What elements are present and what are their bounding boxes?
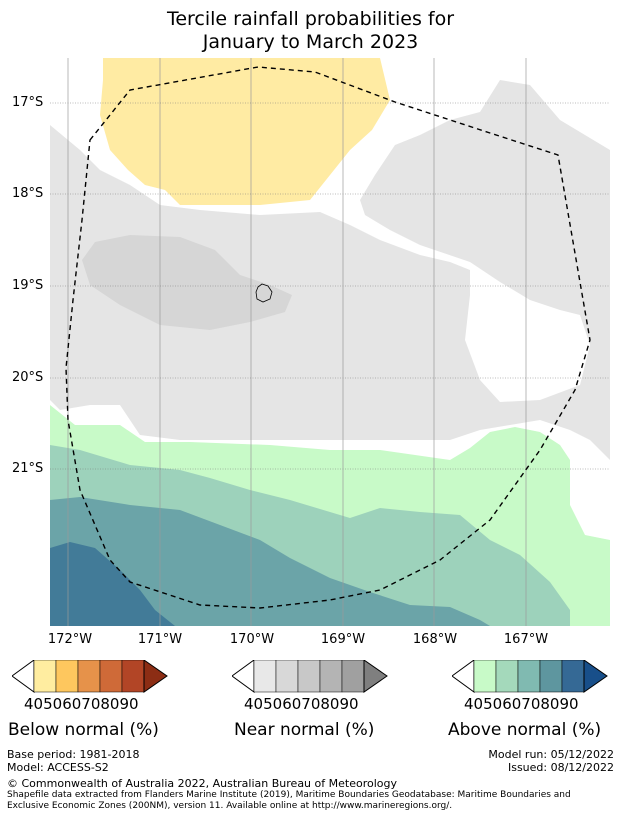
colorbar-below-60-70 xyxy=(77,660,101,693)
eez-boundary-dashed xyxy=(65,66,591,609)
lat-label-21s: 21°S xyxy=(12,461,44,476)
near-normal-40-region xyxy=(50,80,610,460)
tick-label: 90 xyxy=(339,695,359,713)
shapefile-credit-line1: Shapefile data extracted from Flanders M… xyxy=(7,790,571,800)
lon-label-171w: 171°W xyxy=(137,632,183,647)
lon-label-170w: 170°W xyxy=(229,632,275,647)
model-run-text: Model run: 05/12/2022 xyxy=(488,748,614,761)
colorbar-below-80-90 xyxy=(121,660,145,693)
tick-label: 40 xyxy=(24,695,44,713)
issued-text: Issued: 08/12/2022 xyxy=(507,761,614,774)
colorbar-above-40-50 xyxy=(473,660,497,693)
lat-label-20s: 20°S xyxy=(12,370,44,385)
colorbar-below-normal xyxy=(12,660,168,693)
above-normal-label: Above normal (%) xyxy=(448,720,602,740)
tick-label: 60 xyxy=(502,695,522,713)
below-normal-50-region xyxy=(100,58,390,205)
above-normal-70-region xyxy=(50,542,175,626)
tick-label: 90 xyxy=(119,695,139,713)
below-normal-label: Below normal (%) xyxy=(8,720,159,740)
chart-title-line2: January to March 2023 xyxy=(202,31,419,53)
model-text: Model: ACCESS-S2 xyxy=(7,761,109,774)
colorbar-above-over xyxy=(583,660,608,693)
colorbar-below-ticks: 405060708090 xyxy=(24,695,139,713)
colorbar-above-80-90 xyxy=(561,660,585,693)
lon-label-167w: 167°W xyxy=(503,632,549,647)
chart-title-line1: Tercile rainfall probabilities for xyxy=(166,8,455,30)
tick-label: 50 xyxy=(483,695,503,713)
colorbar-above-70-80 xyxy=(539,660,563,693)
shapefile-credit-line2: Exclusive Economic Zones (200NM), versio… xyxy=(7,801,453,811)
tick-label: 40 xyxy=(244,695,264,713)
tick-label: 40 xyxy=(464,695,484,713)
lon-label-172w: 172°W xyxy=(47,632,93,647)
near-normal-50-region xyxy=(82,235,292,330)
colorbar-near-ticks: 405060708090 xyxy=(244,695,359,713)
niue-island-outline xyxy=(255,283,273,303)
copyright-text: © Commonwealth of Australia 2022, Austra… xyxy=(7,777,397,790)
tick-label: 50 xyxy=(263,695,283,713)
colorbar-near-50-60 xyxy=(275,660,299,693)
colorbar-below-50-60 xyxy=(55,660,79,693)
near-normal-label: Near normal (%) xyxy=(234,720,375,740)
tick-label: 90 xyxy=(559,695,579,713)
tick-label: 80 xyxy=(540,695,560,713)
colorbar-above-under xyxy=(452,660,475,693)
colorbar-below-over xyxy=(143,660,168,693)
colorbar-near-40-50 xyxy=(253,660,277,693)
lon-label-168w: 168°W xyxy=(412,632,458,647)
colorbar-above-ticks: 405060708090 xyxy=(464,695,579,713)
tick-label: 80 xyxy=(100,695,120,713)
base-period-text: Base period: 1981-2018 xyxy=(7,748,140,761)
tick-label: 60 xyxy=(282,695,302,713)
colorbar-near-70-80 xyxy=(319,660,343,693)
colorbar-above-normal xyxy=(452,660,608,693)
colorbar-below-40-50 xyxy=(33,660,57,693)
colorbar-near-under xyxy=(232,660,255,693)
tick-label: 70 xyxy=(521,695,541,713)
colorbar-below-under xyxy=(12,660,35,693)
colorbar-near-60-70 xyxy=(297,660,321,693)
colorbar-above-50-60 xyxy=(495,660,519,693)
colorbar-near-80-90 xyxy=(341,660,365,693)
tick-label: 50 xyxy=(43,695,63,713)
tick-label: 70 xyxy=(301,695,321,713)
colorbar-above-60-70 xyxy=(517,660,541,693)
lon-label-169w: 169°W xyxy=(320,632,366,647)
lat-label-17s: 17°S xyxy=(12,95,44,110)
lat-label-18s: 18°S xyxy=(12,186,44,201)
lat-label-19s: 19°S xyxy=(12,278,44,293)
tick-label: 70 xyxy=(81,695,101,713)
tick-label: 60 xyxy=(62,695,82,713)
colorbar-near-over xyxy=(363,660,388,693)
colorbar-near-normal xyxy=(232,660,388,693)
probability-map xyxy=(50,58,610,626)
tick-label: 80 xyxy=(320,695,340,713)
colorbar-below-70-80 xyxy=(99,660,123,693)
